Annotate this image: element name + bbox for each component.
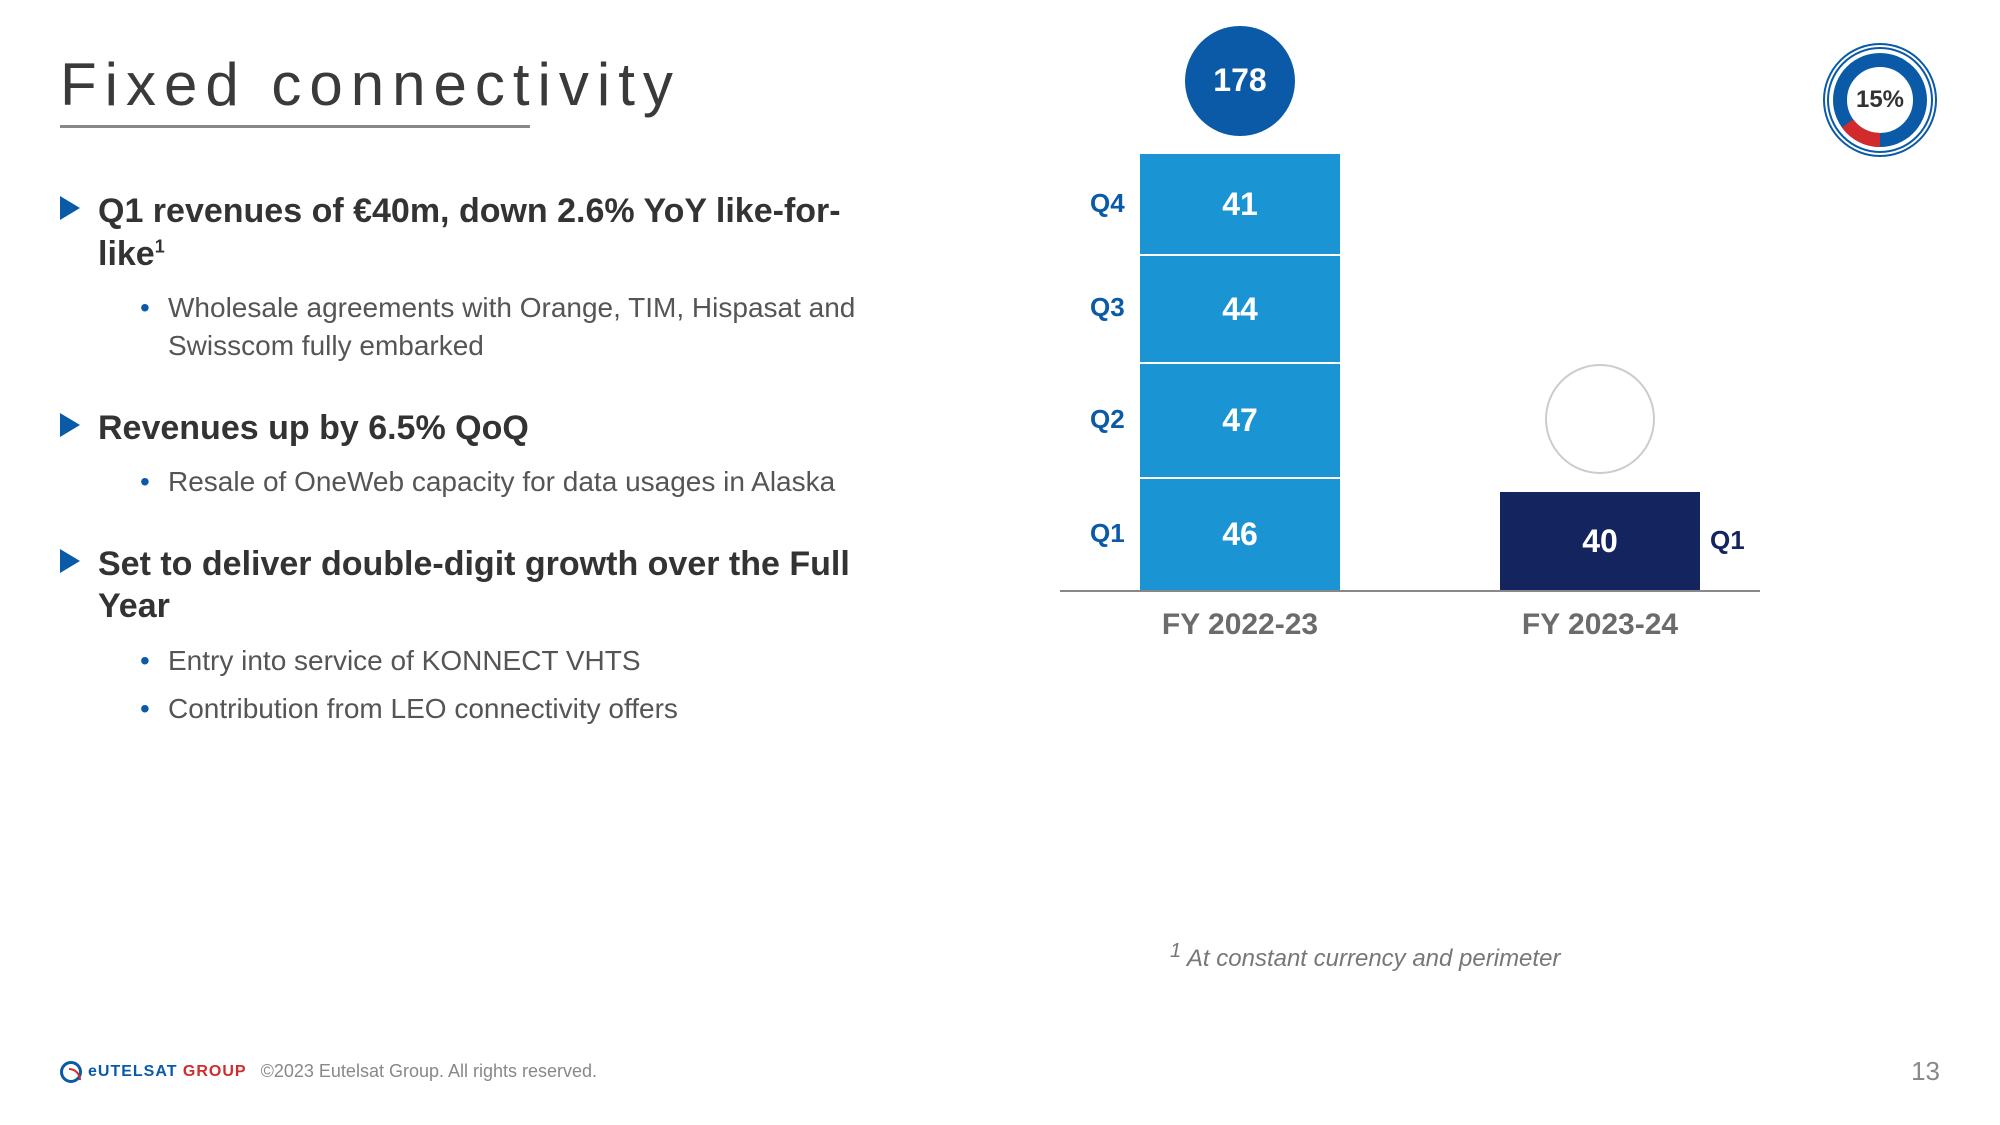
copyright-text: ©2023 Eutelsat Group. All rights reserve… — [261, 1061, 597, 1082]
triangle-bullet-icon — [60, 549, 80, 573]
bar-segment: 47 — [1140, 362, 1340, 477]
sub-bullet: Entry into service of KONNECT VHTS — [140, 642, 890, 680]
brand-logo: eUTELSAT GROUP — [60, 1061, 247, 1083]
footnote-sup: 1 — [1170, 940, 1181, 962]
total-circle: 178 — [1185, 26, 1295, 136]
sub-bullet: Resale of OneWeb capacity for data usage… — [140, 463, 890, 501]
footnote-text: At constant currency and perimeter — [1181, 945, 1560, 972]
logo-mark-icon — [60, 1061, 82, 1083]
quarter-label: Q4 — [1090, 188, 1125, 219]
quarter-label: Q1 — [1090, 518, 1125, 549]
bar-segment: 41 — [1140, 154, 1340, 254]
brand-name-a: eUTELSAT — [88, 1063, 177, 1080]
bullet-title: Revenues up by 6.5% QoQ — [98, 407, 529, 450]
bar-segment: 46 — [1140, 477, 1340, 590]
bullet-title: Set to deliver double-digit growth over … — [98, 543, 890, 628]
chart-baseline — [1060, 590, 1760, 592]
fy-label: FY 2023-24 — [1480, 608, 1720, 642]
donut-label: 15% — [1856, 86, 1904, 114]
quarter-label: Q3 — [1090, 292, 1125, 323]
bullet-list: Q1 revenues of €40m, down 2.6% YoY like-… — [60, 190, 890, 769]
bar-segment: 44 — [1140, 254, 1340, 362]
footnote: 1 At constant currency and perimeter — [1170, 940, 1560, 973]
triangle-bullet-icon — [60, 196, 80, 220]
bullet-title: Q1 revenues of €40m, down 2.6% YoY like-… — [98, 190, 890, 275]
fy-label: FY 2022-23 — [1120, 608, 1360, 642]
title-underline — [60, 125, 530, 128]
donut-gauge: 15% — [1820, 40, 1940, 160]
quarter-label: Q1 — [1710, 525, 1745, 556]
sub-bullet: Wholesale agreements with Orange, TIM, H… — [140, 289, 890, 365]
slide-title: Fixed connectivity — [60, 50, 1940, 119]
quarter-label: Q2 — [1090, 404, 1125, 435]
blank-total-circle — [1545, 364, 1655, 474]
page-number: 13 — [1911, 1056, 1940, 1087]
triangle-bullet-icon — [60, 413, 80, 437]
footer: eUTELSAT GROUP ©2023 Eutelsat Group. All… — [60, 1056, 1940, 1087]
stacked-bar-chart: 41444746Q1Q2Q3Q4178FY 2022-2340Q1FY 2023… — [1050, 140, 1770, 660]
sub-bullet: Contribution from LEO connectivity offer… — [140, 690, 890, 728]
brand-name-b: GROUP — [177, 1063, 246, 1080]
bar-segment: 40 — [1500, 492, 1700, 590]
